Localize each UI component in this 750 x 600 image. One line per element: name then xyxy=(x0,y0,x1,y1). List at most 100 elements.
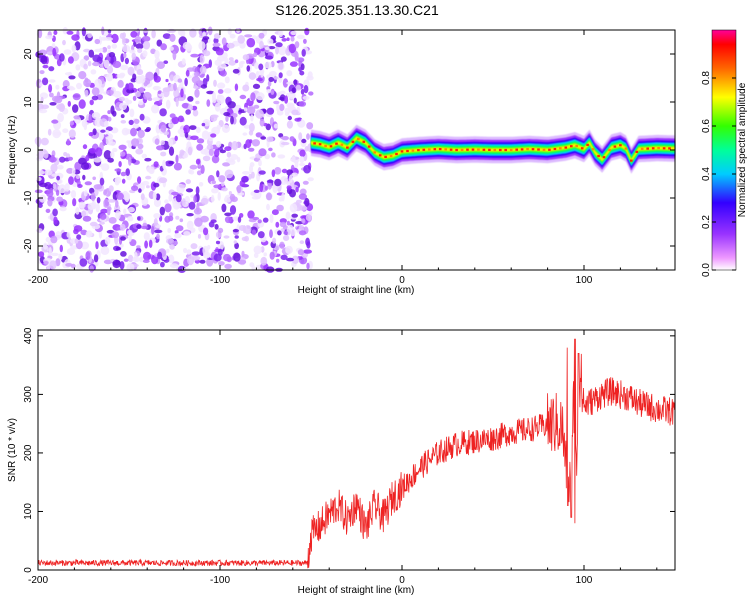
noise-blob xyxy=(259,118,265,127)
ridge-core xyxy=(313,142,316,145)
snr-x-tick-label: 100 xyxy=(576,575,593,586)
noise-blob xyxy=(168,138,174,147)
ridge-core xyxy=(548,148,551,151)
noise-blob xyxy=(76,82,82,90)
noise-blob xyxy=(127,82,134,91)
noise-blob xyxy=(128,119,134,126)
noise-blob xyxy=(280,254,288,260)
noise-blob xyxy=(221,182,225,187)
noise-blob xyxy=(90,69,97,75)
noise-blob xyxy=(88,49,95,58)
noise-blob xyxy=(117,79,124,88)
noise-blob xyxy=(66,248,76,255)
noise-blob xyxy=(208,148,214,156)
noise-blob xyxy=(106,89,114,96)
noise-blob xyxy=(110,151,115,159)
noise-blob xyxy=(264,153,271,160)
noise-blob xyxy=(187,104,193,111)
noise-blob xyxy=(291,213,299,218)
ridge-core xyxy=(471,148,475,151)
noise-blob xyxy=(249,162,255,168)
noise-blob xyxy=(137,48,143,54)
noise-blob xyxy=(141,153,147,159)
ridge-core xyxy=(602,156,606,159)
noise-blob xyxy=(195,127,201,134)
noise-blob xyxy=(294,51,299,60)
noise-blob xyxy=(99,221,105,225)
noise-blob xyxy=(219,70,227,77)
noise-blob xyxy=(107,116,112,122)
noise-blob xyxy=(249,122,255,133)
noise-blob xyxy=(153,161,159,168)
noise-blob xyxy=(101,163,110,171)
noise-blob xyxy=(136,245,141,249)
noise-blob xyxy=(221,187,228,192)
noise-blob xyxy=(286,37,290,41)
noise-blob xyxy=(115,210,121,220)
noise-blob xyxy=(71,44,77,53)
noise-blob xyxy=(115,200,119,208)
noise-blob xyxy=(67,56,74,64)
noise-blob xyxy=(134,251,138,262)
noise-blob xyxy=(99,48,104,52)
noise-blob xyxy=(190,243,198,250)
noise-blob xyxy=(234,242,240,250)
noise-blob xyxy=(169,263,179,269)
noise-blob xyxy=(288,43,297,54)
noise-blob xyxy=(143,251,151,261)
noise-blob xyxy=(192,109,199,117)
noise-blob xyxy=(248,72,257,80)
noise-blob xyxy=(239,116,247,126)
noise-blob xyxy=(49,92,54,98)
noise-blob xyxy=(259,40,264,49)
noise-blob xyxy=(173,162,182,171)
noise-blob xyxy=(264,46,270,51)
noise-blob xyxy=(210,213,217,222)
noise-blob xyxy=(199,259,206,264)
noise-blob xyxy=(38,108,48,114)
noise-blob xyxy=(279,90,286,95)
noise-blob xyxy=(127,229,133,236)
noise-blob xyxy=(146,185,150,189)
noise-blob xyxy=(168,194,173,202)
noise-blob xyxy=(153,75,161,83)
noise-blob xyxy=(199,65,207,74)
noise-blob xyxy=(277,45,287,56)
noise-blob xyxy=(40,137,49,146)
noise-blob xyxy=(200,149,209,155)
noise-blob xyxy=(251,264,255,271)
ridge-core xyxy=(422,148,426,151)
noise-blob xyxy=(184,195,190,204)
noise-blob xyxy=(106,65,114,74)
noise-blob xyxy=(266,192,272,201)
noise-blob xyxy=(165,99,171,110)
noise-blob xyxy=(175,194,182,203)
ridge-core xyxy=(357,137,360,141)
noise-blob xyxy=(250,114,254,122)
noise-blob xyxy=(224,146,232,152)
noise-blob xyxy=(140,193,145,201)
noise-blob xyxy=(268,46,276,50)
noise-blob xyxy=(172,240,179,246)
noise-blob xyxy=(299,70,305,76)
noise-blob xyxy=(272,237,277,244)
noise-blob xyxy=(256,77,263,82)
noise-blob xyxy=(41,245,49,253)
noise-blob xyxy=(153,86,159,91)
ridge-core xyxy=(586,143,589,146)
noise-blob xyxy=(140,74,146,84)
noise-blob xyxy=(59,53,65,62)
noise-blob xyxy=(114,176,122,184)
noise-blob xyxy=(83,63,88,70)
noise-blob xyxy=(224,263,232,269)
noise-blob xyxy=(294,160,299,168)
noise-blob xyxy=(120,120,127,124)
noise-blob xyxy=(55,84,60,90)
noise-blob xyxy=(306,133,310,140)
noise-blob xyxy=(65,263,73,267)
noise-blob xyxy=(298,132,303,141)
noise-blob xyxy=(131,185,139,191)
noise-blob xyxy=(217,89,224,94)
noise-blob xyxy=(224,88,232,94)
noise-blob xyxy=(303,164,311,174)
